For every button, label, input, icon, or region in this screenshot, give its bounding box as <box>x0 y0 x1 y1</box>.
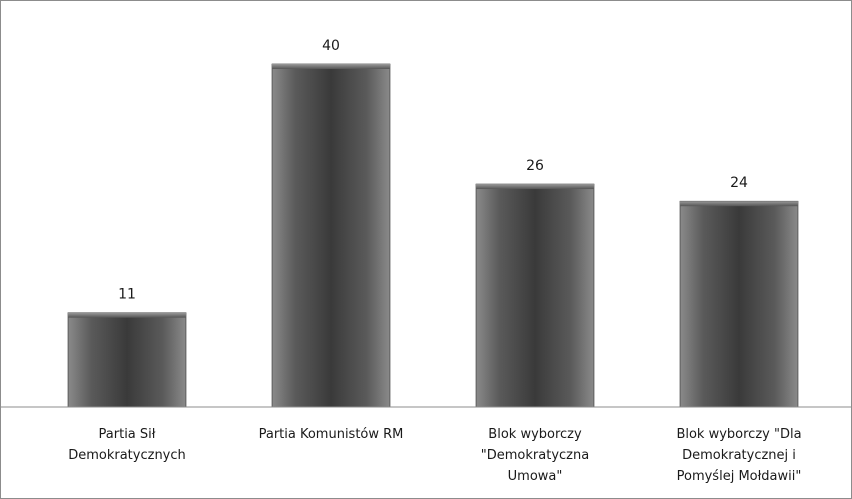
bar-4 <box>679 200 799 408</box>
x-tick-label-2: Partia Komunistów RM <box>251 424 411 445</box>
bar-top-bevel <box>476 184 594 190</box>
x-tick-label-line: Blok wyborczy <box>488 427 582 442</box>
x-tick-label-line: Pomyślej Mołdawii" <box>676 469 802 484</box>
x-tick-label-line: Partia Komunistów RM <box>258 427 404 442</box>
x-tick-label-line: Demokratycznych <box>68 448 186 463</box>
bar-top-bevel <box>68 312 186 318</box>
bar-3 <box>475 183 595 408</box>
x-tick-label-3: Blok wyborczy "Demokratyczna Umowa" <box>455 424 615 487</box>
x-tick-label-line: Blok wyborczy "Dla <box>676 427 802 442</box>
data-label-3: 26 <box>526 158 544 174</box>
bar-1 <box>67 312 187 408</box>
bar-top-bevel <box>272 64 390 69</box>
x-tick-label-line: Demokratycznej i <box>682 448 796 463</box>
x-tick-label-4: Blok wyborczy "Dla Demokratycznej i Pomyśl… <box>659 424 819 487</box>
x-tick-label-line: Umowa" <box>507 469 563 484</box>
x-tick-label-line: Partia Sił <box>98 427 156 442</box>
data-label-4: 24 <box>730 175 748 191</box>
x-tick-label-line: "Demokratyczna <box>480 448 590 463</box>
bar-top-bevel <box>680 201 798 207</box>
data-label-2: 40 <box>322 38 340 54</box>
bar-2 <box>271 63 391 408</box>
data-label-1: 11 <box>118 287 136 303</box>
x-tick-label-1: Partia Sił Demokratycznych <box>47 424 207 466</box>
